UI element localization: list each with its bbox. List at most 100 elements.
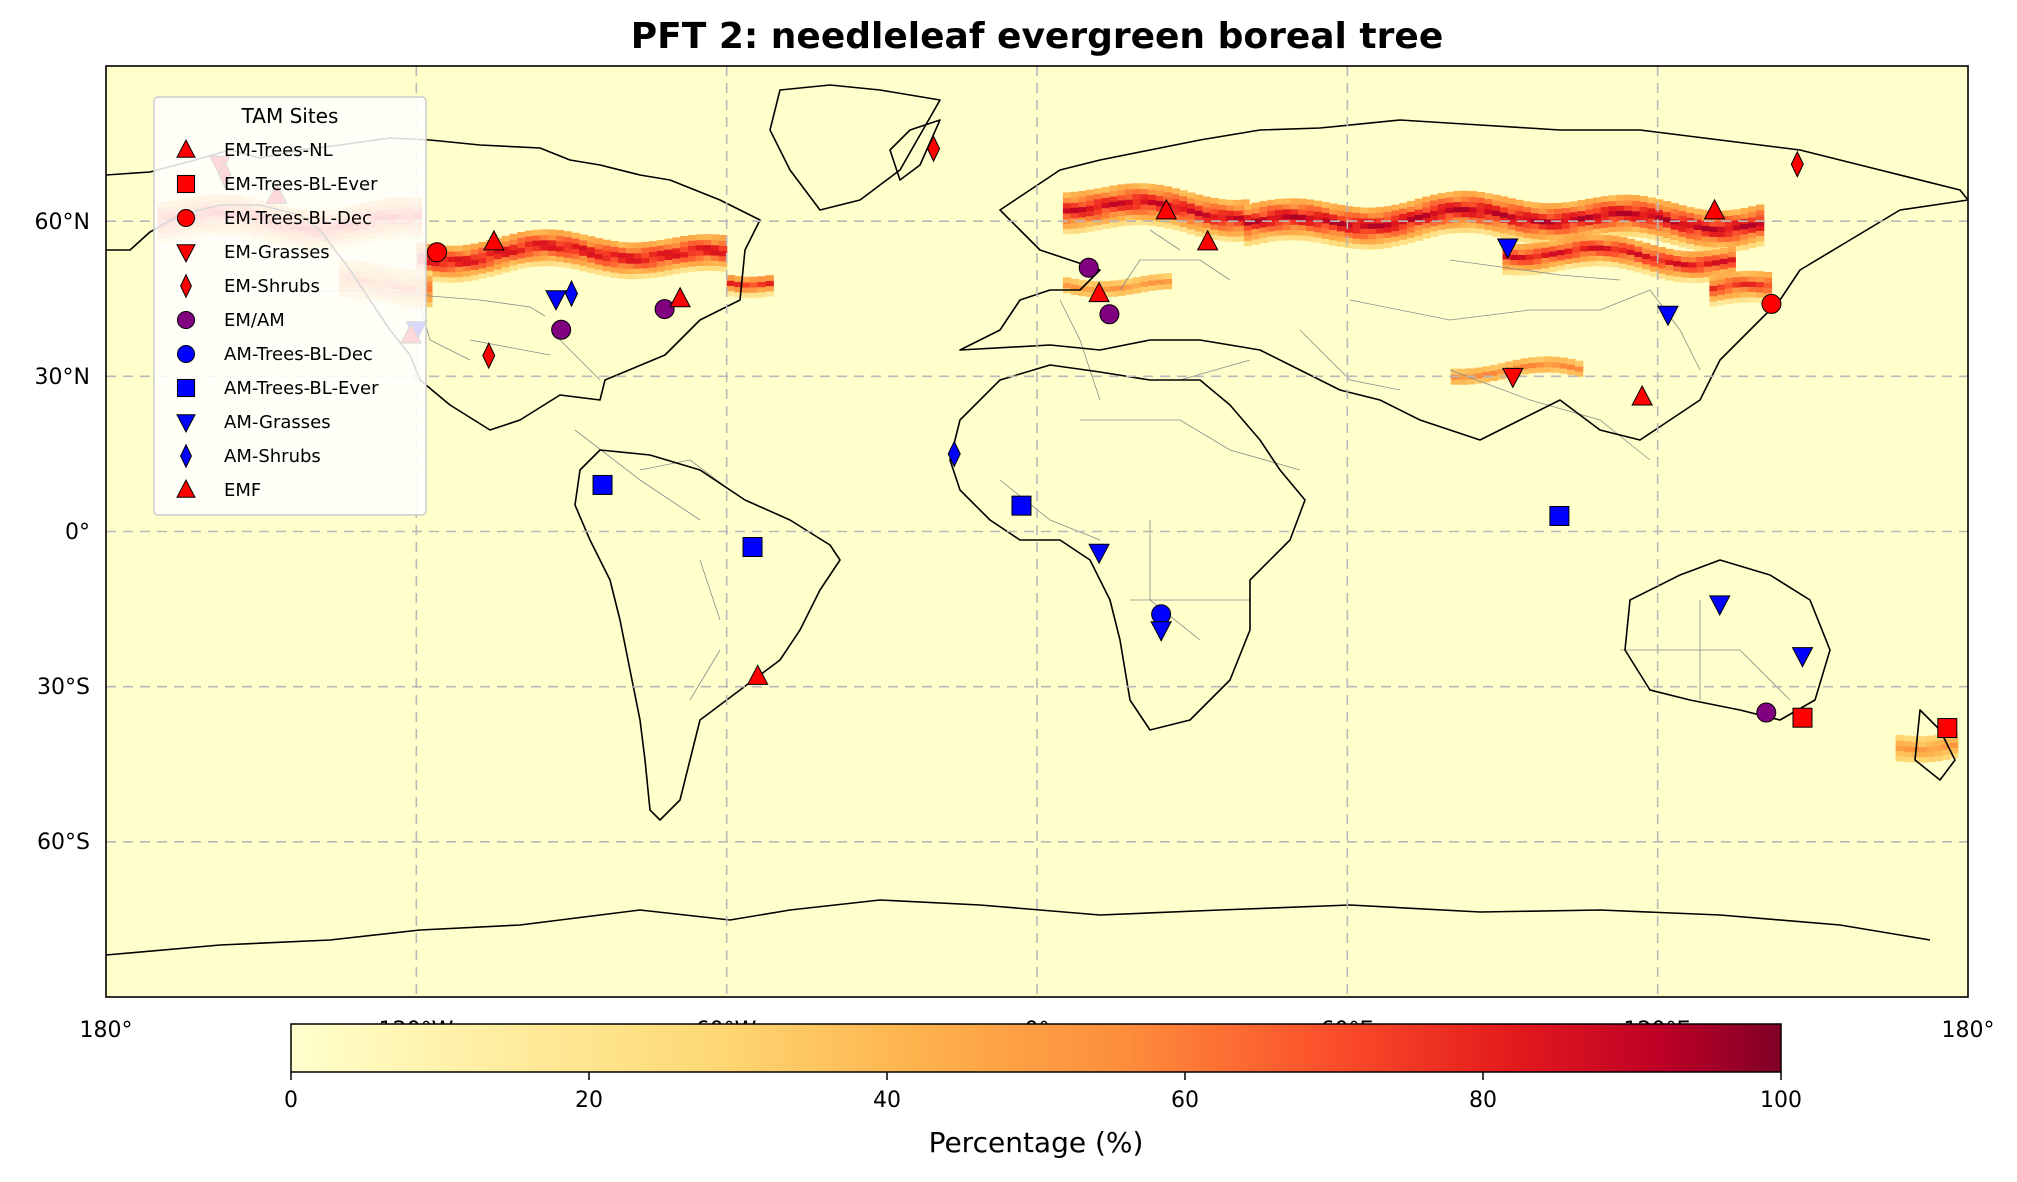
pft-cover-cell — [1616, 215, 1625, 222]
pft-cover-cell — [1132, 188, 1142, 195]
pft-cover-cell — [1375, 227, 1385, 234]
pft-cover-cell — [1572, 236, 1581, 243]
pft-cover-cell — [1306, 225, 1315, 232]
pft-cover-cell — [641, 267, 650, 274]
pft-cover-cell — [447, 251, 456, 257]
pft-cover-cell — [1642, 248, 1651, 254]
pft-cover-cell — [1093, 209, 1103, 215]
pft-cover-cell — [711, 249, 720, 256]
pft-cover-cell — [1225, 210, 1235, 216]
pft-cover-cell — [1375, 212, 1385, 219]
pft-cover-cell — [1655, 235, 1664, 242]
pft-cover-cell — [1078, 280, 1087, 286]
pft-cover-cell — [1259, 211, 1268, 218]
pft-cover-cell — [1696, 251, 1705, 258]
pft-cover-cell — [1709, 295, 1718, 302]
pft-cover-cell — [664, 254, 673, 260]
pft-cover-cell — [1554, 203, 1563, 209]
pft-cover-cell — [1414, 229, 1423, 236]
pft-cover-cell — [1290, 234, 1299, 241]
pft-cover-cell — [1678, 215, 1687, 222]
pft-cover-cell — [1701, 225, 1710, 232]
pft-cover-cell — [1274, 219, 1284, 226]
pft-cover-cell — [1313, 221, 1323, 228]
legend-title: TAM Sites — [241, 104, 339, 128]
pft-cover-cell — [1556, 249, 1566, 256]
pft-cover-cell — [680, 236, 689, 242]
pft-cover-cell — [1755, 271, 1765, 277]
pft-cover-cell — [1903, 735, 1912, 742]
pft-cover-cell — [718, 235, 728, 241]
pft-cover-cell — [1499, 206, 1509, 213]
pft-cover-cell — [695, 244, 704, 251]
pft-cover-cell — [1086, 286, 1095, 292]
colorbar: 0 20 40 60 80 100 Percentage (%) — [284, 1023, 1802, 1159]
pft-cover-cell — [1430, 194, 1439, 201]
pft-cover-cell — [1655, 225, 1664, 231]
pft-cover-cell — [1368, 223, 1377, 229]
pft-cover-cell — [1755, 240, 1765, 247]
pft-cover-cell — [1399, 223, 1408, 230]
pft-cover-cell — [1688, 251, 1698, 258]
pft-cover-cell — [501, 251, 511, 258]
pft-cover-cell — [1422, 196, 1431, 203]
pft-cover-cell — [439, 261, 448, 267]
pft-cover-cell — [1453, 201, 1462, 208]
pft-cover-cell — [1600, 196, 1610, 202]
pft-cover-cell — [1383, 226, 1392, 233]
pft-cover-cell — [1926, 756, 1935, 763]
pft-cover-cell — [1680, 271, 1690, 278]
pft-cover-cell — [625, 247, 635, 254]
pft-cover-cell — [1567, 358, 1576, 365]
pft-cover-cell — [1564, 258, 1573, 265]
pft-cover-cell — [431, 260, 441, 267]
pft-cover-cell — [1243, 219, 1253, 226]
pft-cover-cell — [424, 243, 433, 250]
pft-cover-cell — [1233, 215, 1242, 222]
pft-cover-cell — [1732, 224, 1742, 231]
pft-cover-cell — [1101, 192, 1111, 198]
pft-cover-cell — [1520, 363, 1529, 370]
pft-cover-cell — [1549, 266, 1558, 273]
pft-cover-cell — [1267, 205, 1276, 211]
pft-cover-cell — [1926, 740, 1935, 747]
pft-cover-cell — [1422, 232, 1431, 239]
pft-cover-cell — [633, 263, 642, 269]
pft-cover-cell — [1321, 212, 1330, 219]
pft-cover-cell — [1657, 262, 1667, 269]
pft-cover-cell — [1554, 213, 1563, 220]
pft-cover-cell — [1225, 225, 1235, 232]
pft-cover-cell — [1274, 209, 1284, 215]
pft-cover-cell — [486, 265, 495, 272]
colorbar-tick-label: 0 — [284, 1088, 298, 1113]
pft-cover-cell — [532, 234, 542, 241]
pft-cover-cell — [664, 249, 673, 255]
pft-cover-cell — [1117, 189, 1126, 196]
pft-cover-cell — [1670, 229, 1679, 235]
pft-cover-cell — [1525, 259, 1535, 265]
pft-cover-cell — [1375, 243, 1385, 250]
pft-cover-cell — [1492, 230, 1501, 237]
pft-cover-cell — [517, 242, 526, 249]
pft-cover-cell — [1670, 203, 1679, 209]
pft-cover-cell — [656, 271, 666, 277]
pft-cover-cell — [1611, 251, 1620, 258]
pft-cover-cell — [1466, 378, 1475, 385]
pft-cover-cell — [1600, 201, 1610, 208]
pft-cover-cell — [1593, 207, 1602, 214]
legend-label: EM-Trees-BL-Ever — [224, 174, 378, 195]
pft-cover-cell — [1572, 246, 1581, 253]
pft-cover-cell — [1732, 230, 1742, 236]
pft-cover-cell — [1171, 203, 1180, 210]
pft-cover-cell — [1163, 191, 1173, 198]
pft-cover-cell — [1306, 235, 1315, 242]
pft-cover-cell — [1577, 231, 1586, 237]
pft-cover-cell — [1595, 260, 1604, 267]
pft-cover-cell — [734, 276, 743, 282]
pft-cover-cell — [1202, 201, 1211, 208]
pft-cover-cell — [1344, 237, 1354, 243]
pft-cover-cell — [1546, 223, 1555, 230]
pft-cover-cell — [1709, 236, 1718, 243]
pft-cover-cell — [1704, 250, 1713, 257]
pft-cover-cell — [1391, 204, 1400, 211]
